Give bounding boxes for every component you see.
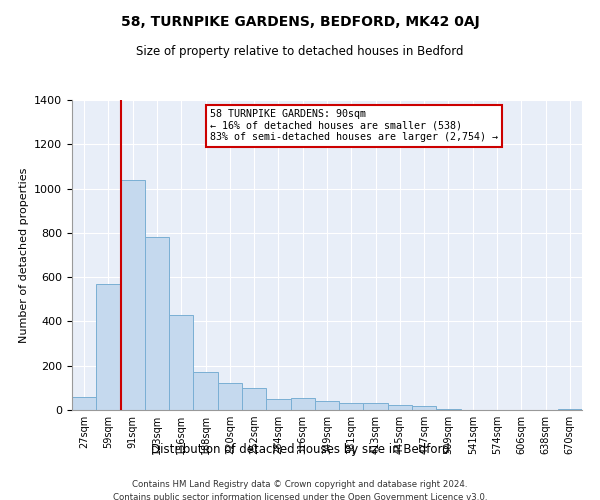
Bar bbox=[72, 398, 96, 410]
Bar bbox=[145, 238, 169, 410]
Bar bbox=[121, 180, 145, 410]
Bar bbox=[96, 284, 121, 410]
Bar bbox=[388, 405, 412, 410]
Text: Distribution of detached houses by size in Bedford: Distribution of detached houses by size … bbox=[151, 442, 449, 456]
Bar bbox=[364, 404, 388, 410]
Bar bbox=[193, 372, 218, 410]
Bar bbox=[218, 384, 242, 410]
Text: 58, TURNPIKE GARDENS, BEDFORD, MK42 0AJ: 58, TURNPIKE GARDENS, BEDFORD, MK42 0AJ bbox=[121, 15, 479, 29]
Bar bbox=[339, 404, 364, 410]
Y-axis label: Number of detached properties: Number of detached properties bbox=[19, 168, 29, 342]
Bar bbox=[412, 406, 436, 410]
Text: Contains HM Land Registry data © Crown copyright and database right 2024.: Contains HM Land Registry data © Crown c… bbox=[132, 480, 468, 489]
Bar bbox=[315, 401, 339, 410]
Bar bbox=[169, 315, 193, 410]
Bar bbox=[266, 399, 290, 410]
Text: Size of property relative to detached houses in Bedford: Size of property relative to detached ho… bbox=[136, 45, 464, 58]
Text: 58 TURNPIKE GARDENS: 90sqm
← 16% of detached houses are smaller (538)
83% of sem: 58 TURNPIKE GARDENS: 90sqm ← 16% of deta… bbox=[210, 110, 498, 142]
Text: Contains public sector information licensed under the Open Government Licence v3: Contains public sector information licen… bbox=[113, 492, 487, 500]
Bar bbox=[290, 398, 315, 410]
Bar bbox=[242, 388, 266, 410]
